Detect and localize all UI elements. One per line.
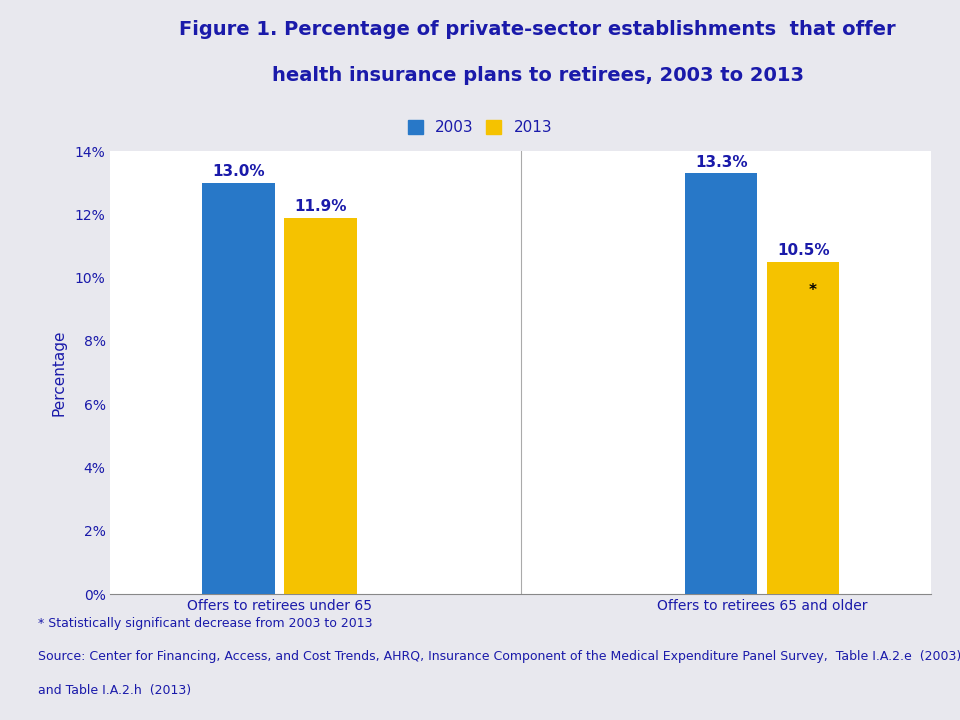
- Text: *: *: [809, 283, 817, 298]
- Text: * Statistically significant decrease from 2003 to 2013: * Statistically significant decrease fro…: [38, 617, 372, 630]
- Text: 13.3%: 13.3%: [695, 155, 748, 169]
- Bar: [684, 174, 757, 594]
- Text: health insurance plans to retirees, 2003 to 2013: health insurance plans to retirees, 2003…: [272, 66, 804, 85]
- Bar: [203, 183, 275, 594]
- Bar: [767, 262, 839, 594]
- Y-axis label: Percentage: Percentage: [52, 329, 66, 416]
- Bar: [284, 217, 357, 594]
- Legend: 2003, 2013: 2003, 2013: [401, 114, 559, 141]
- Text: 11.9%: 11.9%: [294, 199, 347, 214]
- Text: Figure 1. Percentage of private-sector establishments  that offer: Figure 1. Percentage of private-sector e…: [180, 19, 896, 39]
- Text: 10.5%: 10.5%: [777, 243, 829, 258]
- Text: and Table I.A.2.h  (2013): and Table I.A.2.h (2013): [38, 683, 192, 696]
- Text: 13.0%: 13.0%: [212, 164, 265, 179]
- Text: Source: Center for Financing, Access, and Cost Trends, AHRQ, Insurance Component: Source: Center for Financing, Access, an…: [38, 650, 960, 663]
